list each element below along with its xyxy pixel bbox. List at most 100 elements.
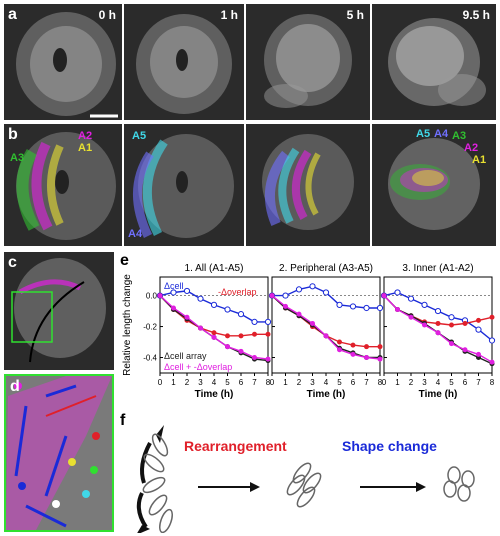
data-point xyxy=(394,289,401,296)
array-label-a1: A1 xyxy=(78,142,93,154)
x-tick-label: 6 xyxy=(351,378,356,387)
data-point xyxy=(421,301,428,308)
data-point xyxy=(211,330,217,336)
data-point xyxy=(252,355,257,361)
timepoint-label: 5 h xyxy=(346,8,364,22)
data-point xyxy=(434,307,442,315)
embryo-image xyxy=(264,14,352,108)
data-point xyxy=(283,303,288,309)
y-tick-label: 0.0 xyxy=(146,292,158,301)
data-point xyxy=(475,326,482,333)
panel-b-9h: A5 A4 A3 A2 A1 xyxy=(372,124,496,246)
embryo-array-overlay xyxy=(133,134,234,238)
array-label-a1: A1 xyxy=(472,154,487,166)
panel-f-schematic: Rearrangement Shape change xyxy=(136,425,475,533)
series-line xyxy=(271,295,381,360)
x-tick-label: 4 xyxy=(436,378,441,387)
zoom-image xyxy=(6,376,112,530)
x-tick-label: 5 xyxy=(449,378,454,387)
cell-column-initial xyxy=(136,425,173,533)
array-label-a5: A5 xyxy=(132,130,147,142)
x-tick-label: 8 xyxy=(490,378,495,387)
embryo-image xyxy=(16,12,118,118)
data-point xyxy=(462,320,468,326)
embryo-array-overlay xyxy=(16,132,116,240)
x-tick-label: 6 xyxy=(463,378,468,387)
data-point xyxy=(377,356,383,362)
x-axis-label: Time (h) xyxy=(195,389,234,400)
data-point xyxy=(349,303,357,310)
panel-label-a: a xyxy=(8,6,17,23)
x-axis-label: Time (h) xyxy=(419,389,458,400)
legend-cell: Δcell xyxy=(164,281,184,291)
subplot-title: 3. Inner (A1-A2) xyxy=(402,263,473,274)
panel-a-5h: 5 h xyxy=(246,4,370,120)
timepoint-label: 1 h xyxy=(220,8,238,22)
data-point xyxy=(449,341,454,347)
subplot-title: 2. Peripheral (A3-A5) xyxy=(279,263,373,274)
panel-a-1h: 1 h xyxy=(124,4,244,120)
data-point xyxy=(364,344,369,350)
x-tick-label: 3 xyxy=(422,378,427,387)
data-point xyxy=(364,355,369,361)
data-point xyxy=(435,320,441,326)
data-point xyxy=(476,317,481,323)
x-tick-label: 1 xyxy=(395,378,400,387)
data-point xyxy=(489,314,495,320)
data-point xyxy=(238,348,244,354)
panel-label-c: c xyxy=(8,254,17,271)
series-line xyxy=(271,295,380,348)
x-tick-label: 8 xyxy=(266,378,271,387)
timepoint-label: 0 h xyxy=(98,8,116,22)
data-point xyxy=(296,311,302,317)
embryo-image xyxy=(11,258,106,363)
data-point xyxy=(476,351,481,357)
array-label-a4: A4 xyxy=(128,228,143,240)
series-line xyxy=(271,295,380,359)
legend-overlap: -Δoverlap xyxy=(218,287,257,297)
zoom-box xyxy=(11,291,53,343)
data-point xyxy=(488,337,496,344)
data-point xyxy=(309,283,316,290)
y-tick-label: -0.2 xyxy=(143,323,157,332)
data-point xyxy=(198,325,203,331)
x-tick-label: 0 xyxy=(158,378,163,387)
embryo-image xyxy=(136,14,232,114)
data-point xyxy=(448,314,455,321)
data-point xyxy=(238,333,244,339)
data-point xyxy=(184,314,190,320)
x-tick-label: 2 xyxy=(297,378,302,387)
x-tick-label: 0 xyxy=(382,378,387,387)
panel-b-5h xyxy=(246,124,370,246)
data-point xyxy=(157,293,163,299)
data-point xyxy=(282,292,289,299)
subplot-title: 1. All (A1-A5) xyxy=(185,263,244,274)
cell-cluster-middle xyxy=(286,462,322,508)
array-label-a4: A4 xyxy=(434,128,449,140)
x-tick-label: 1 xyxy=(283,378,288,387)
x-tick-label: 2 xyxy=(409,378,414,387)
data-point xyxy=(408,314,414,320)
data-point xyxy=(265,331,271,337)
data-point xyxy=(337,347,342,353)
data-point xyxy=(449,322,454,328)
panel-label-d: d xyxy=(10,378,20,395)
data-point xyxy=(211,334,217,340)
x-tick-label: 1 xyxy=(171,378,176,387)
x-tick-label: 7 xyxy=(252,378,257,387)
y-axis-label: Relative length change xyxy=(122,274,133,376)
data-point xyxy=(350,351,356,357)
data-point xyxy=(462,347,468,353)
data-point xyxy=(237,311,245,318)
data-point xyxy=(435,330,441,336)
data-point xyxy=(171,305,176,311)
data-point xyxy=(376,304,384,312)
panel-a-9h: 9.5 h xyxy=(372,4,496,120)
panel-a-0h: a 0 h xyxy=(4,4,122,120)
x-tick-label: 5 xyxy=(337,378,342,387)
embryo-array-overlay xyxy=(262,134,354,230)
data-point xyxy=(251,318,258,326)
rearrangement-label: Rearrangement xyxy=(184,438,287,454)
x-tick-label: 7 xyxy=(364,378,369,387)
data-point xyxy=(210,301,218,308)
